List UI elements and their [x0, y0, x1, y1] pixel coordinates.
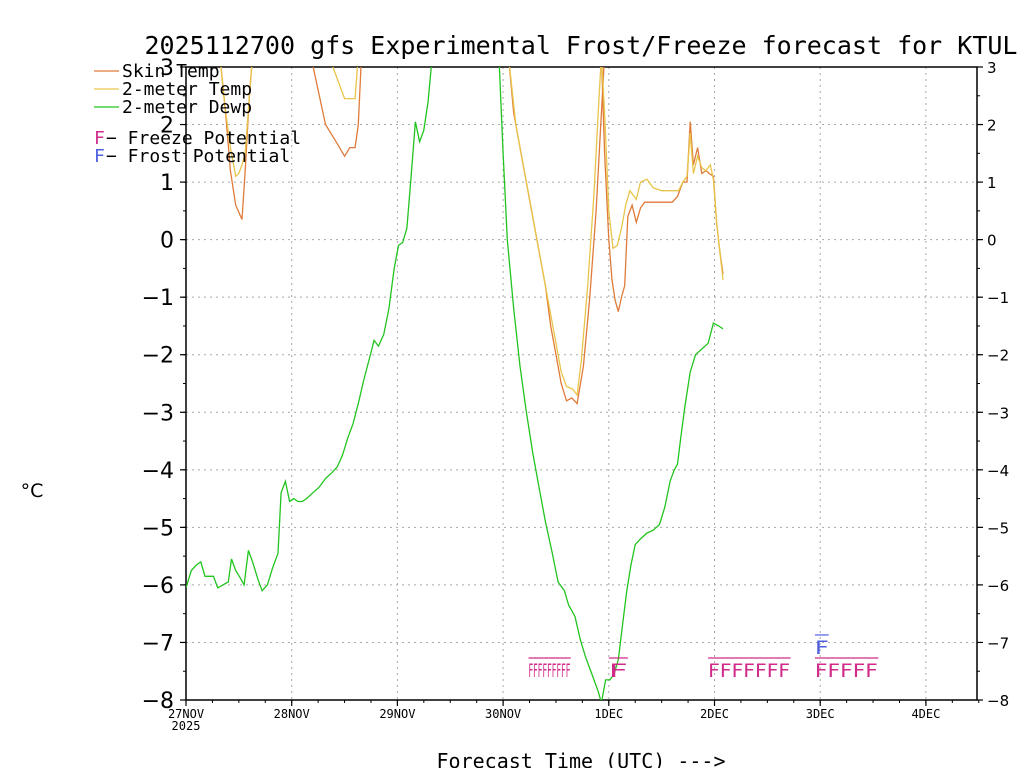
y-axis-left: −8 −7 −6 −5 −4 −3 −2 −1 0 1 2 3 — [142, 56, 186, 714]
y-tick-label: −3 — [142, 401, 174, 426]
x-tick-label: 3DEC — [806, 707, 835, 721]
y-tick-label: −2 — [142, 344, 174, 369]
y-tick-label: 0 — [160, 229, 174, 254]
y-tick-label-right: −5 — [987, 519, 1009, 537]
freeze-flag: F — [609, 660, 628, 682]
frost-freeze-flags: FFFFFFFFF F FFFFFFF FFFFFF — [528, 634, 879, 682]
y-axis-label: °C — [21, 480, 44, 502]
y-tick-label: −1 — [142, 286, 174, 311]
legend-label: 2-meter Dewp — [122, 97, 252, 118]
freeze-flag: FFFFFFF — [708, 660, 790, 682]
x-tick-label: 29NOV — [379, 707, 415, 721]
x-tick-label: 27NOV — [168, 707, 204, 721]
freeze-flag: FFFFF — [815, 660, 878, 682]
y-tick-label-right: 1 — [987, 174, 997, 192]
y-tick-label-right: −7 — [987, 634, 1009, 652]
y-tick-label: 3 — [160, 56, 174, 81]
axes — [185, 66, 978, 701]
y-tick-label: −4 — [142, 459, 174, 484]
x-tick-label: 2DEC — [700, 707, 729, 721]
y-tick-label-right: 2 — [987, 117, 997, 135]
freeze-flag: FFFFFFFFF — [528, 660, 570, 682]
plot-frame — [185, 66, 978, 701]
x-tick-label: 1DEC — [594, 707, 623, 721]
x-tick-label: 30NOV — [485, 707, 521, 721]
y-axis-right: −8 −7 −6 −5 −4 −3 −2 −1 0 1 2 3 — [977, 59, 1009, 710]
series-line-skin-temp — [601, 67, 724, 312]
y-tick-label: 2 — [160, 114, 174, 139]
x-tick-label: 4DEC — [911, 707, 940, 721]
y-tick-label-right: −8 — [987, 692, 1009, 710]
series-line-2-meter-temp — [220, 67, 253, 178]
legend-flag-label: − Frost Potential — [106, 146, 290, 167]
legend-label: 2-meter Temp — [122, 79, 252, 100]
y-tick-label-right: 0 — [987, 232, 997, 250]
y-tick-label-right: −1 — [987, 289, 1009, 307]
legend-flag-symbol: F — [94, 128, 105, 149]
x-tick-sublabel: 2025 — [172, 719, 201, 733]
y-tick-label-right: −4 — [987, 462, 1009, 480]
y-tick-label-right: −3 — [987, 404, 1009, 422]
series-line-skin-temp — [312, 67, 362, 158]
y-tick-label-right: −2 — [987, 347, 1009, 365]
y-tick-label-right: 3 — [987, 59, 997, 77]
y-tick-label: −8 — [142, 689, 174, 714]
y-tick-label: −7 — [142, 631, 174, 656]
chart-title: 2025112700 gfs Experimental Frost/Freeze… — [145, 31, 1018, 60]
y-tick-label-right: −6 — [987, 577, 1009, 595]
y-tick-label: −6 — [142, 574, 174, 599]
series-line-2-meter-dewp — [498, 67, 724, 700]
legend-flag-symbol: F — [94, 146, 105, 167]
x-axis-label: Forecast Time (UTC) ---> — [437, 749, 726, 768]
legend-label: Skin Temp — [122, 61, 220, 82]
y-tick-label: −5 — [142, 516, 174, 541]
series-line-2-meter-dewp — [186, 67, 432, 592]
grid-lines — [186, 67, 977, 700]
legend-flag-label: − Freeze Potential — [106, 128, 301, 149]
data-series — [186, 67, 724, 700]
series-line-2-meter-temp — [601, 67, 724, 280]
series-line-skin-temp — [508, 67, 605, 406]
frost-flag: F — [815, 637, 829, 659]
x-tick-label: 28NOV — [274, 707, 310, 721]
y-tick-label: 1 — [160, 171, 174, 196]
series-line-2-meter-temp — [508, 67, 602, 397]
series-line-2-meter-temp — [332, 67, 359, 100]
